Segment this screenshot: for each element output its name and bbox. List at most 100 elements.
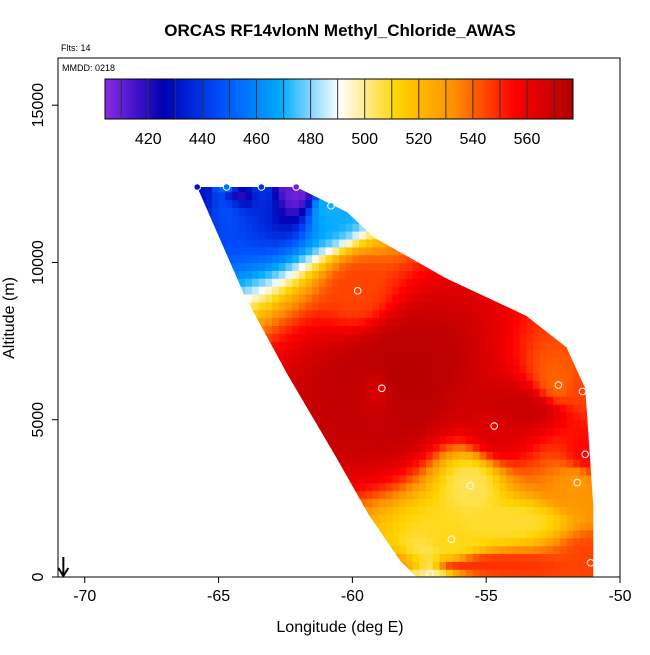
field-cell bbox=[197, 459, 200, 468]
field-cell bbox=[446, 514, 454, 523]
field-cell bbox=[225, 490, 233, 499]
field-cell bbox=[519, 529, 527, 539]
field-cell bbox=[252, 293, 260, 303]
field-cell bbox=[439, 372, 447, 381]
field-cell bbox=[279, 176, 286, 185]
field-cell bbox=[252, 474, 260, 484]
field-cell bbox=[305, 223, 313, 232]
field-cell bbox=[385, 349, 394, 358]
field-cell bbox=[426, 246, 434, 256]
field-cell bbox=[265, 545, 273, 554]
colorbar-swatch bbox=[154, 79, 158, 119]
field-cell bbox=[399, 301, 407, 311]
field-cell bbox=[359, 176, 366, 185]
field-cell bbox=[198, 411, 206, 421]
field-cell bbox=[359, 231, 367, 240]
field-cell bbox=[506, 388, 514, 397]
field-cell bbox=[546, 537, 554, 547]
field-cell bbox=[312, 506, 320, 515]
field-cell bbox=[559, 388, 568, 397]
field-cell bbox=[446, 325, 454, 334]
field-cell bbox=[600, 475, 607, 484]
field-cell bbox=[278, 293, 287, 303]
field-cell bbox=[385, 309, 394, 319]
field-cell bbox=[486, 356, 494, 366]
field-cell bbox=[559, 341, 568, 350]
field-cell bbox=[426, 364, 434, 374]
field-cell bbox=[178, 247, 185, 256]
field-cell bbox=[305, 356, 313, 366]
field-cell bbox=[519, 404, 527, 413]
field-cell bbox=[399, 490, 407, 499]
field-cell bbox=[385, 293, 394, 303]
field-cell bbox=[318, 451, 327, 460]
field-cell bbox=[506, 254, 514, 264]
field-cell bbox=[178, 239, 185, 248]
field-cell bbox=[285, 364, 293, 374]
field-cell bbox=[238, 569, 246, 577]
field-cell bbox=[211, 553, 220, 562]
field-cell bbox=[185, 263, 192, 272]
field-cell bbox=[600, 396, 607, 405]
field-cell bbox=[365, 187, 374, 193]
field-cell bbox=[178, 349, 185, 358]
field-cell bbox=[499, 325, 507, 334]
colorbar-tick-label: 560 bbox=[514, 131, 541, 148]
field-cell bbox=[519, 215, 527, 224]
field-cell bbox=[198, 561, 206, 570]
field-cell bbox=[245, 278, 253, 287]
field-cell bbox=[513, 514, 521, 523]
field-cell bbox=[459, 411, 467, 421]
colorbar-swatch bbox=[167, 79, 171, 119]
field-cell bbox=[278, 396, 287, 405]
field-cell bbox=[533, 199, 541, 208]
field-cell bbox=[197, 482, 200, 492]
field-cell bbox=[185, 294, 192, 303]
field-cell bbox=[359, 514, 367, 523]
field-cell bbox=[446, 411, 454, 421]
field-cell bbox=[238, 545, 246, 554]
field-cell bbox=[372, 301, 380, 311]
field-cell bbox=[178, 569, 185, 578]
field-cell bbox=[566, 231, 574, 240]
field-cell bbox=[412, 443, 420, 452]
field-cell bbox=[426, 215, 434, 224]
colorbar-swatch bbox=[128, 79, 132, 119]
field-cell bbox=[432, 404, 440, 413]
field-cell bbox=[372, 199, 380, 208]
field-cell bbox=[385, 238, 394, 248]
field-cell bbox=[385, 191, 394, 201]
field-cell bbox=[566, 482, 574, 492]
field-cell bbox=[339, 498, 347, 507]
field-cell bbox=[305, 380, 313, 389]
field-cell bbox=[405, 482, 414, 492]
field-cell bbox=[513, 553, 521, 562]
field-cell bbox=[305, 246, 313, 256]
field-cell bbox=[519, 278, 527, 287]
field-cell bbox=[526, 459, 534, 468]
field-cell bbox=[298, 317, 307, 326]
field-cell bbox=[412, 482, 420, 492]
field-cell bbox=[399, 466, 407, 476]
field-cell bbox=[339, 545, 347, 554]
field-cell bbox=[492, 388, 501, 397]
field-cell bbox=[419, 278, 427, 287]
colorbar-swatch bbox=[315, 79, 319, 119]
field-cell bbox=[292, 333, 300, 342]
field-cell bbox=[258, 364, 266, 374]
field-cell bbox=[232, 215, 240, 224]
field-cell bbox=[245, 317, 253, 326]
field-cell bbox=[432, 341, 440, 350]
field-cell bbox=[298, 474, 307, 484]
field-cell bbox=[586, 349, 594, 358]
field-cell bbox=[379, 553, 387, 562]
field-cell bbox=[325, 411, 333, 421]
field-cell bbox=[385, 459, 394, 468]
field-cell bbox=[559, 187, 568, 193]
field-cell bbox=[292, 356, 300, 366]
field-cell bbox=[365, 482, 374, 492]
field-cell bbox=[205, 443, 213, 452]
field-cell bbox=[258, 490, 266, 499]
field-cell bbox=[272, 506, 280, 515]
field-cell bbox=[452, 482, 460, 492]
